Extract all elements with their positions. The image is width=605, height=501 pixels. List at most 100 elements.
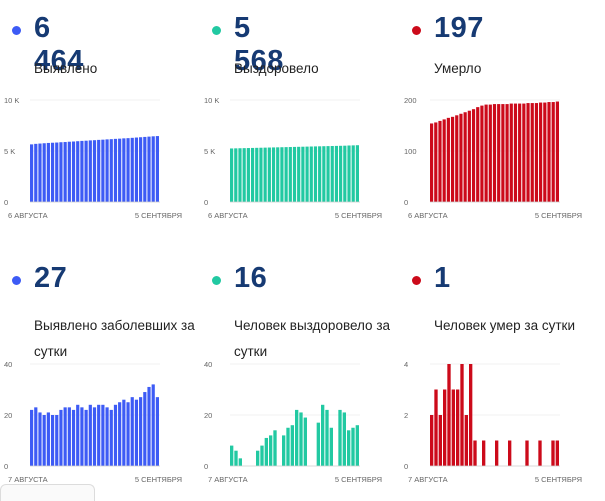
data-bar [297,146,301,202]
data-bar [264,437,268,466]
data-bar [538,440,542,466]
data-bar [97,404,101,466]
data-bar [325,409,329,466]
data-bar [467,110,471,202]
data-bar [67,141,71,202]
corner-tab[interactable] [0,484,95,501]
data-bar [555,440,559,466]
data-bar [288,147,292,202]
data-bar [292,146,297,202]
data-bar [147,136,151,202]
y-tick-label: 2 [404,411,408,420]
data-bar [343,145,347,202]
data-bar [113,404,118,466]
data-bar [76,404,80,466]
data-bar [290,425,294,466]
x-tick-label-start: 6 АВГУСТА [408,211,448,220]
series-dot-icon [12,276,21,285]
data-bar [284,147,288,202]
data-bar [534,103,539,202]
y-tick-label: 20 [4,411,12,420]
data-bar [518,103,522,202]
data-bar [446,117,450,202]
data-bar [351,427,355,466]
data-bar [463,112,467,202]
recovered-total-chart: 10 K 5 K 06 АВГУСТА 5 СЕНТЯБРЯ [204,96,382,220]
y-tick-label: 4 [404,360,408,369]
data-bar [38,412,42,466]
data-bar [59,409,63,466]
data-bar [250,147,255,202]
x-tick-label-start: 6 АВГУСТА [8,211,48,220]
data-bar [42,143,46,202]
detected-total-value: 6 464 [34,12,84,77]
data-bar [484,104,488,202]
data-bar [143,392,147,466]
data-bar [143,136,147,202]
data-bar [522,103,526,202]
data-bar [321,404,325,466]
data-bar [555,101,559,202]
data-bar [259,147,263,202]
data-bar [109,139,113,202]
data-bar [301,146,305,202]
data-bar [303,417,307,466]
data-bar [447,364,451,466]
data-bar [118,138,122,202]
y-tick-label: 5 K [4,147,15,156]
data-bar [438,120,442,202]
data-bar [305,146,309,202]
data-bar [238,148,242,202]
data-bar [63,142,67,202]
data-bar [255,147,259,202]
data-bar [299,412,303,466]
data-bar [326,146,330,202]
y-tick-label: 10 K [204,96,219,105]
data-bar [280,147,284,202]
y-tick-label: 10 K [4,96,19,105]
data-bar [256,450,260,466]
data-bar [130,137,134,202]
data-bar [451,389,455,466]
data-bar [455,115,459,202]
y-tick-label: 0 [404,462,408,471]
data-bar [513,103,518,202]
data-bar [34,143,38,202]
data-bar [155,136,159,202]
data-bar [551,440,555,466]
x-tick-label-start: 7 АВГУСТА [408,475,448,484]
data-bar [71,141,76,202]
x-tick-label-end: 5 СЕНТЯБРЯ [335,475,382,484]
y-tick-label: 200 [404,96,417,105]
data-bar [230,148,234,202]
data-bar [234,450,238,466]
data-bar [42,415,46,466]
data-bar [309,146,313,202]
data-bar [30,409,34,466]
data-bar [105,407,109,466]
data-bar [525,440,529,466]
deaths-total-chart: 200 100 06 АВГУСТА 5 СЕНТЯБРЯ [404,96,582,220]
data-bar [430,415,434,466]
data-bar [151,136,155,202]
recovered-total-value: 5 568 [234,12,284,77]
data-bar [482,440,486,466]
deaths-daily-value: 1 [434,262,451,294]
data-bar [67,407,71,466]
y-tick-label: 0 [204,198,208,207]
data-bar [347,145,351,202]
series-dot-icon [412,276,421,285]
data-bar [59,142,63,202]
data-bar [139,137,143,202]
data-bar [84,409,88,466]
data-bar [430,123,434,202]
detected-daily-label: Выявлено заболевших за сутки [34,318,195,359]
y-tick-label: 0 [4,198,8,207]
data-bar [473,440,477,466]
data-bar [263,147,267,202]
data-bar [151,384,155,466]
data-bar [267,147,271,202]
deaths-total-label: Умерло [434,61,482,76]
data-bar [480,105,484,202]
data-bar [55,415,59,466]
